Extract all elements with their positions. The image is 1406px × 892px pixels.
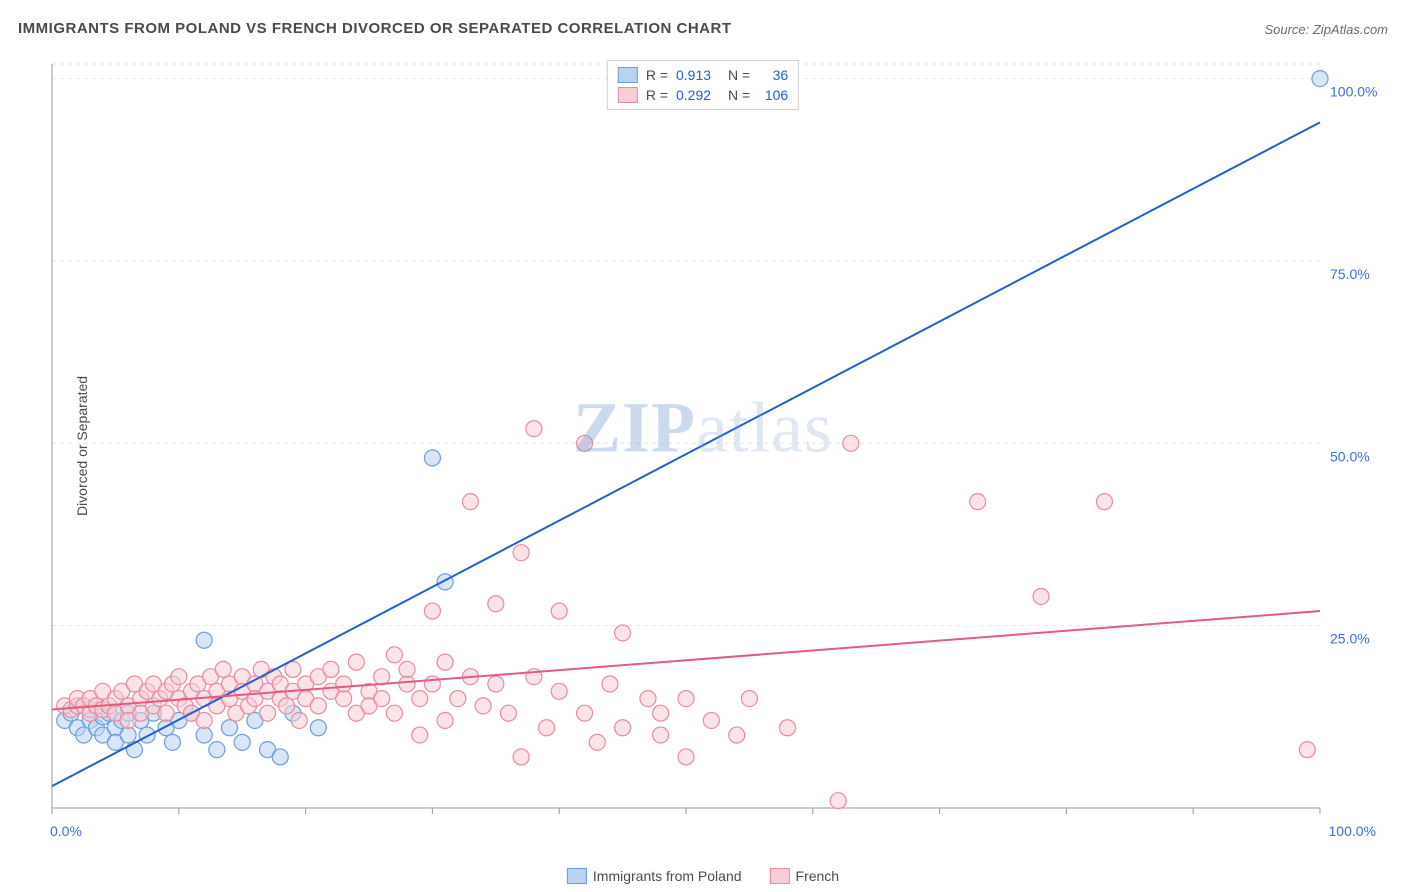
legend-swatch (770, 868, 790, 884)
legend-n-value: 36 (758, 67, 788, 83)
legend-stat-row: R = 0.292 N = 106 (618, 85, 788, 105)
legend-n-value: 106 (758, 87, 788, 103)
legend-swatch (618, 67, 638, 83)
legend-series-item: French (770, 868, 840, 884)
chart-title: IMMIGRANTS FROM POLAND VS FRENCH DIVORCE… (18, 20, 732, 37)
source-attribution: Source: ZipAtlas.com (1264, 22, 1388, 37)
svg-text:25.0%: 25.0% (1330, 631, 1370, 647)
chart-area: 25.0% 50.0% 75.0% 100.0% 0.0% 100.0% (50, 62, 1380, 844)
svg-text:100.0%: 100.0% (1329, 823, 1376, 839)
legend-swatch (618, 87, 638, 103)
legend-stat-row: R = 0.913 N = 36 (618, 65, 788, 85)
legend-n-prefix: N = (728, 87, 750, 103)
svg-text:75.0%: 75.0% (1330, 266, 1370, 282)
legend-r-value: 0.292 (676, 87, 720, 103)
scatter-plot: 25.0% 50.0% 75.0% 100.0% 0.0% 100.0% (50, 62, 1380, 844)
legend-series-label: French (796, 868, 840, 884)
legend-series-item: Immigrants from Poland (567, 868, 742, 884)
legend-r-prefix: R = (646, 87, 668, 103)
svg-text:50.0%: 50.0% (1330, 448, 1370, 464)
legend-series-label: Immigrants from Poland (593, 868, 742, 884)
legend-r-value: 0.913 (676, 67, 720, 83)
legend-stats: R = 0.913 N = 36 R = 0.292 N = 106 (607, 60, 799, 110)
legend-swatch (567, 868, 587, 884)
legend-n-prefix: N = (728, 67, 750, 83)
legend-r-prefix: R = (646, 67, 668, 83)
svg-text:0.0%: 0.0% (50, 823, 82, 839)
legend-series: Immigrants from Poland French (567, 868, 839, 884)
svg-text:100.0%: 100.0% (1330, 84, 1377, 100)
